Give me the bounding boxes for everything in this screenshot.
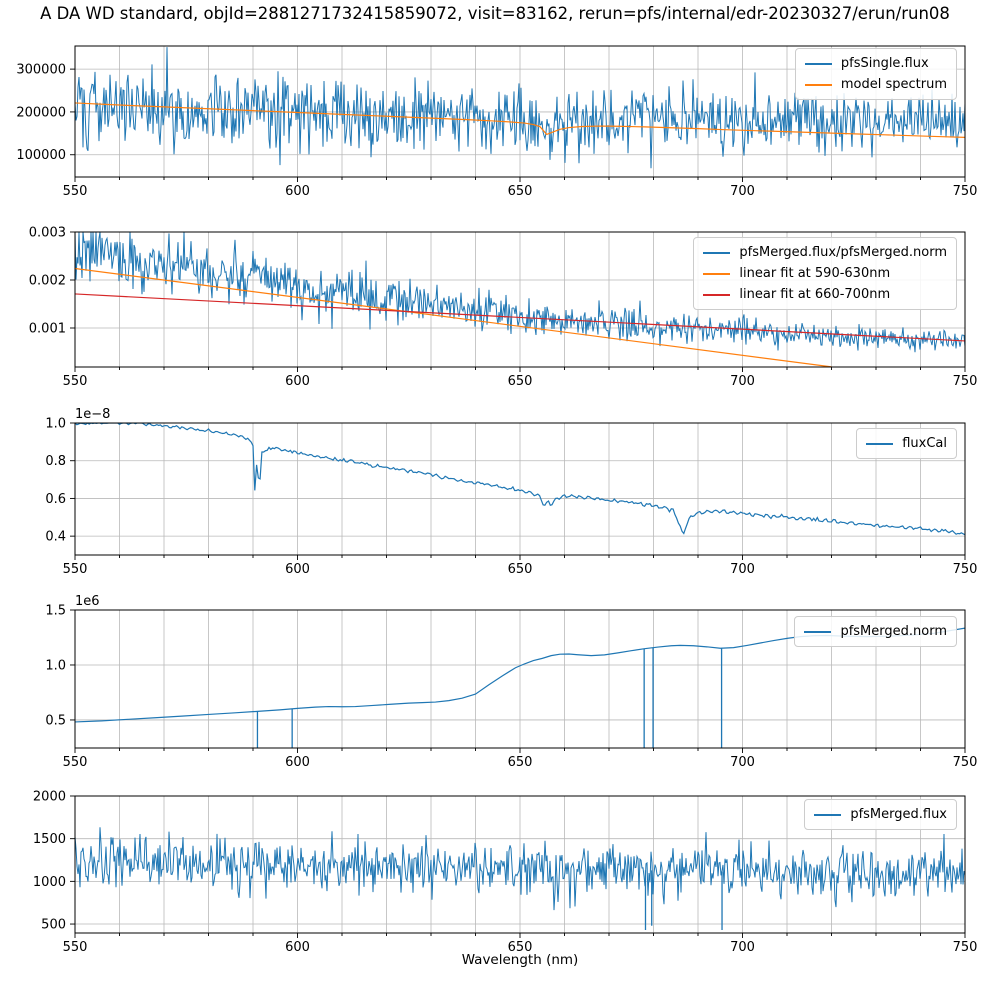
legend-pfssingle: pfsSingle.flux model spectrum [794, 48, 957, 100]
series-model-spectrum [75, 102, 965, 138]
x-tick-label: 750 [953, 562, 978, 577]
x-tick-label: 650 [508, 940, 533, 955]
y-tick-label: 500 [41, 918, 66, 933]
y-tick-label: 0.001 [29, 322, 66, 337]
legend-item: fluxCal [866, 433, 947, 454]
legend-pfsmerged-flux: pfsMerged.flux [804, 799, 957, 830]
x-tick-label: 750 [953, 940, 978, 955]
x-tick-label: 650 [508, 755, 533, 770]
x-tick-label: 600 [285, 940, 310, 955]
legend-label: pfsMerged.flux/pfsMerged.norm [739, 245, 947, 260]
legend-line-sample [804, 62, 832, 65]
series-pfssingle-flux [75, 47, 965, 169]
legend-line-sample [804, 83, 832, 86]
x-tick-label: 600 [285, 374, 310, 389]
legend-line-sample [804, 630, 832, 633]
axis-ticks [70, 422, 966, 560]
y-tick-label: 300000 [16, 63, 66, 78]
y-tick-label: 0.6 [45, 492, 66, 507]
panel-pfssingle: 550 600 650 700 750 100000 200000 300000 [16, 45, 977, 199]
legend-item: pfsMerged.flux [814, 804, 947, 825]
x-tick-label: 700 [730, 755, 755, 770]
legend-label: model spectrum [840, 77, 947, 92]
y-tick-label: 1.0 [45, 658, 66, 673]
series-pfsmerged-flux [75, 827, 965, 911]
x-tick-label: 550 [63, 184, 88, 199]
y-tick-label: 1000 [33, 875, 66, 890]
y-tick-label: 1.0 [45, 417, 66, 432]
figure-title: A DA WD standard, objId=2881271732415859… [40, 4, 950, 23]
legend-item: pfsSingle.flux [804, 53, 947, 74]
axis-tick-labels: 550 600 650 700 750 100000 200000 300000 [16, 63, 977, 199]
y-axis-offset-text: 1e6 [75, 594, 100, 609]
x-tick-label: 600 [285, 562, 310, 577]
x-tick-label: 700 [730, 562, 755, 577]
legend-line-sample [814, 813, 842, 816]
y-tick-label: 2000 [33, 790, 66, 805]
grid [74, 422, 966, 555]
series-linear-fit-at-660-700nm [75, 293, 965, 342]
x-tick-label: 650 [508, 374, 533, 389]
x-tick-label: 650 [508, 562, 533, 577]
y-tick-label: 200000 [16, 105, 66, 120]
x-tick-label: 750 [953, 755, 978, 770]
y-tick-label: 1500 [33, 832, 66, 847]
legend-line-sample [703, 293, 731, 296]
legend-label: fluxCal [902, 436, 947, 451]
axis-tick-labels: 550 600 650 700 750 500 1000 1500 2000 [33, 790, 978, 956]
series-pfsmerged-norm [75, 627, 965, 723]
legend-label: pfsMerged.norm [840, 624, 947, 639]
legend-item: linear fit at 590-630nm [703, 263, 947, 284]
legend-item: pfsMerged.flux/pfsMerged.norm [703, 242, 947, 263]
axis-tick-labels: 550 600 650 700 750 0.001 0.002 0.003 [29, 226, 978, 390]
axis-ticks [70, 231, 966, 372]
legend-line-sample [866, 442, 894, 445]
x-tick-label: 750 [953, 374, 978, 389]
legend-line-sample [703, 272, 731, 275]
legend-item: pfsMerged.norm [804, 621, 947, 642]
series-pfsmerged-flux-pfsmerged-norm [75, 232, 965, 353]
x-tick-label: 550 [63, 755, 88, 770]
x-tick-label: 700 [730, 184, 755, 199]
x-tick-label: 600 [285, 184, 310, 199]
y-tick-label: 1.5 [45, 604, 66, 619]
y-axis-offset-text: 1e−8 [75, 407, 110, 422]
panel-fluxcal: 550 600 650 700 750 0.4 0.6 0.8 1.0 1e−8 [45, 407, 977, 577]
y-tick-label: 0.002 [29, 274, 66, 289]
axis-tick-labels: 550 600 650 700 750 0.4 0.6 0.8 1.0 [45, 417, 977, 578]
axis-ticks [70, 68, 966, 182]
x-tick-label: 550 [63, 562, 88, 577]
x-tick-label: 550 [63, 374, 88, 389]
legend-item: model spectrum [804, 74, 947, 95]
legend-label: pfsMerged.flux [850, 807, 947, 822]
legend-item: linear fit at 660-700nm [703, 284, 947, 305]
x-tick-label: 700 [730, 374, 755, 389]
y-tick-label: 0.003 [29, 226, 66, 241]
legend-pfsmerged-norm: pfsMerged.norm [794, 616, 957, 647]
x-tick-label: 650 [508, 184, 533, 199]
series-linear-fit-at-590-630nm [75, 267, 832, 367]
panel-pfsmergednorm: 550 600 650 700 750 0.5 1.0 1.5 1e6 [45, 594, 977, 770]
axis-tick-labels: 550 600 650 700 750 0.5 1.0 1.5 [45, 604, 977, 771]
series-fluxcal [75, 423, 965, 536]
legend-pfsmerged-ratio: pfsMerged.flux/pfsMerged.norm linear fit… [693, 237, 957, 310]
legend-label: pfsSingle.flux [840, 56, 929, 71]
legend-label: linear fit at 590-630nm [739, 266, 891, 281]
y-tick-label: 0.4 [45, 530, 66, 545]
legend-label: linear fit at 660-700nm [739, 287, 891, 302]
legend-line-sample [703, 251, 731, 254]
axis-ticks [70, 609, 966, 753]
x-tick-label: 550 [63, 940, 88, 955]
x-tick-label: 600 [285, 755, 310, 770]
axis-ticks [70, 795, 966, 938]
x-tick-label: 700 [730, 940, 755, 955]
y-tick-label: 100000 [16, 148, 66, 163]
x-axis-label: Wavelength (nm) [461, 952, 579, 968]
x-tick-label: 750 [953, 184, 978, 199]
y-tick-label: 0.8 [45, 454, 66, 469]
y-tick-label: 0.5 [45, 713, 66, 728]
legend-fluxcal: fluxCal [856, 428, 957, 459]
